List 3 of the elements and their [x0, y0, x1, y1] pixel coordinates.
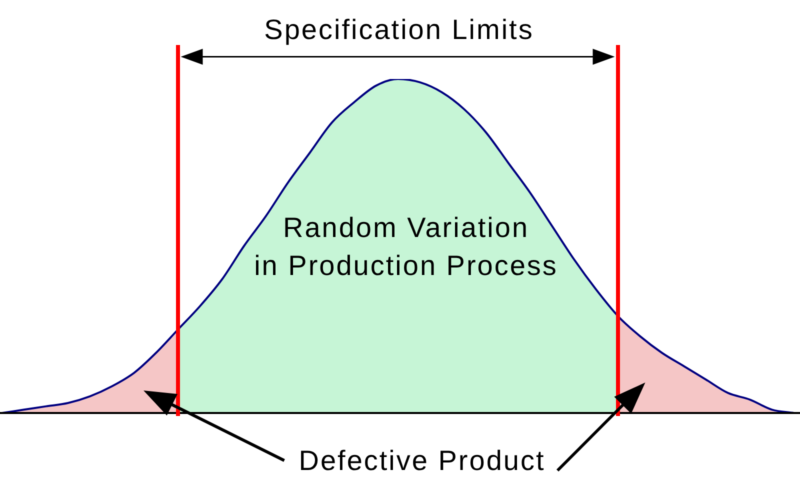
annotation: Random Variation in Production Process — [254, 212, 558, 281]
text: Specification Limits — [264, 14, 534, 45]
text: Defective Product — [298, 445, 546, 476]
